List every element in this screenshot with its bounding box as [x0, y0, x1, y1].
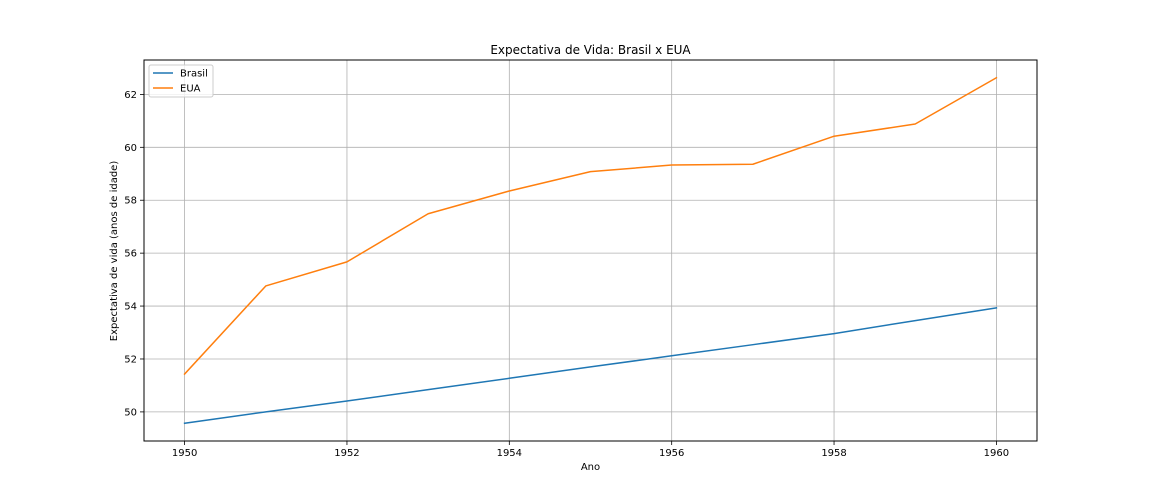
y-tick-label: 56 — [124, 249, 137, 260]
series-layer — [183, 76, 998, 425]
chart-title: Expectativa de Vida: Brasil x EUA — [490, 43, 691, 57]
y-tick-label: 62 — [124, 90, 137, 101]
y-tick-label: 58 — [124, 196, 137, 207]
x-axis-label: Ano — [581, 462, 600, 473]
series-line-brasil — [183, 307, 998, 425]
y-tick-label: 50 — [124, 407, 137, 418]
grid — [144, 60, 1037, 441]
x-tick-label: 1960 — [984, 448, 1009, 459]
x-tick-label: 1954 — [497, 448, 522, 459]
y-tick-label: 52 — [124, 354, 137, 365]
x-tick-label: 1958 — [821, 448, 846, 459]
x-tick-label: 1956 — [659, 448, 684, 459]
y-tick-label: 54 — [124, 302, 137, 313]
legend: Brasil EUA — [148, 64, 214, 98]
y-tick-label: 60 — [124, 143, 137, 154]
legend-label-brasil: Brasil — [180, 69, 208, 80]
x-tick-label: 1952 — [334, 448, 359, 459]
x-axis: 1950 1952 1954 1956 1958 1960 — [172, 441, 1009, 459]
y-axis: 50 52 54 56 58 60 62 — [124, 90, 144, 418]
x-tick-label: 1950 — [172, 448, 197, 459]
y-axis-label: Expectativa de vida (anos de idade) — [109, 161, 120, 342]
plot-frame — [143, 59, 1038, 442]
series-line-eua — [183, 76, 998, 376]
legend-label-eua: EUA — [180, 84, 201, 95]
